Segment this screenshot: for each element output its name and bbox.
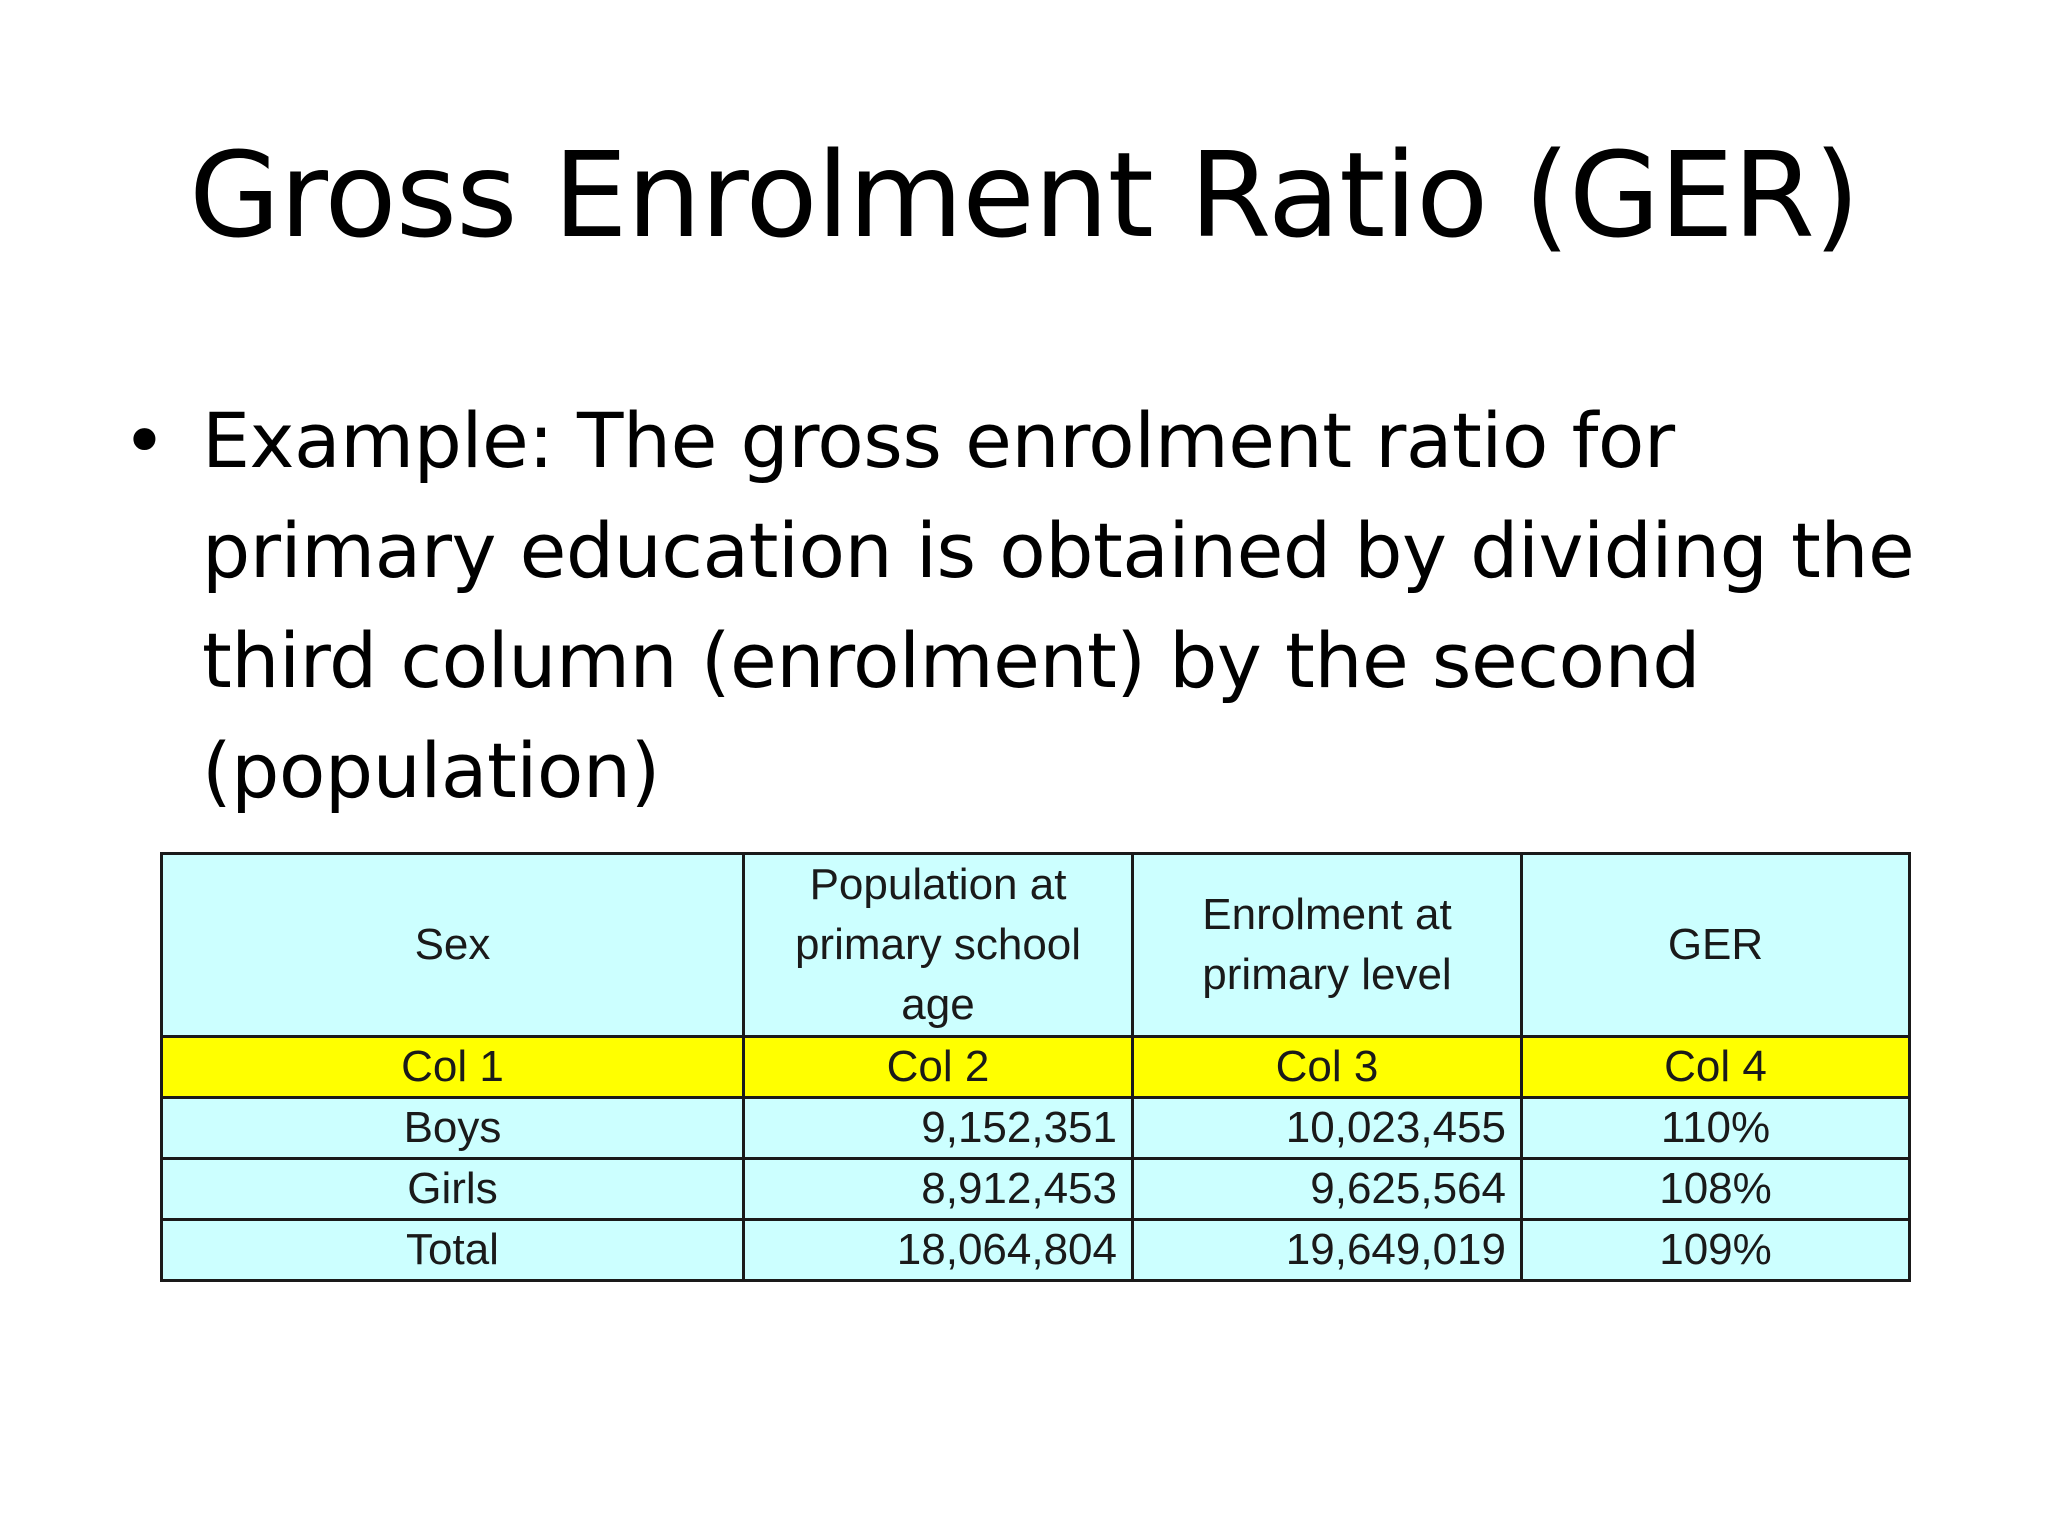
header-sex: Sex xyxy=(160,852,745,1038)
cell-sex: Boys xyxy=(160,1096,745,1160)
cell-enrolment: 9,625,564 xyxy=(1131,1157,1523,1221)
ger-table: Sex Population at primary school age Enr… xyxy=(160,852,1911,1282)
slide-title: Gross Enrolment Ratio (GER) xyxy=(189,126,1860,264)
cell-enrolment: 19,649,019 xyxy=(1131,1218,1523,1282)
cell-ger: 108% xyxy=(1520,1157,1911,1221)
column-label-2: Col 2 xyxy=(742,1035,1134,1099)
column-label-3: Col 3 xyxy=(1131,1035,1523,1099)
cell-ger: 109% xyxy=(1520,1218,1911,1282)
table-row-girls: Girls 8,912,453 9,625,564 108% xyxy=(160,1157,1911,1221)
header-population: Population at primary school age xyxy=(742,852,1134,1038)
cell-ger: 110% xyxy=(1520,1096,1911,1160)
column-label-4: Col 4 xyxy=(1520,1035,1911,1099)
cell-sex: Total xyxy=(160,1218,745,1282)
table-row-boys: Boys 9,152,351 10,023,455 110% xyxy=(160,1096,1911,1160)
column-label-1: Col 1 xyxy=(160,1035,745,1099)
cell-population: 9,152,351 xyxy=(742,1096,1134,1160)
cell-sex: Girls xyxy=(160,1157,745,1221)
column-label-row: Col 1 Col 2 Col 3 Col 4 xyxy=(160,1035,1911,1099)
cell-enrolment: 10,023,455 xyxy=(1131,1096,1523,1160)
header-ger: GER xyxy=(1520,852,1911,1038)
bullet-text: Example: The gross enrolment ratio for p… xyxy=(202,396,1915,815)
table-row-total: Total 18,064,804 19,649,019 109% xyxy=(160,1218,1911,1282)
bullet-icon: • xyxy=(122,396,167,485)
cell-population: 18,064,804 xyxy=(742,1218,1134,1282)
cell-population: 8,912,453 xyxy=(742,1157,1134,1221)
header-row: Sex Population at primary school age Enr… xyxy=(160,852,1911,1038)
header-enrolment: Enrolment at primary level xyxy=(1131,852,1523,1038)
